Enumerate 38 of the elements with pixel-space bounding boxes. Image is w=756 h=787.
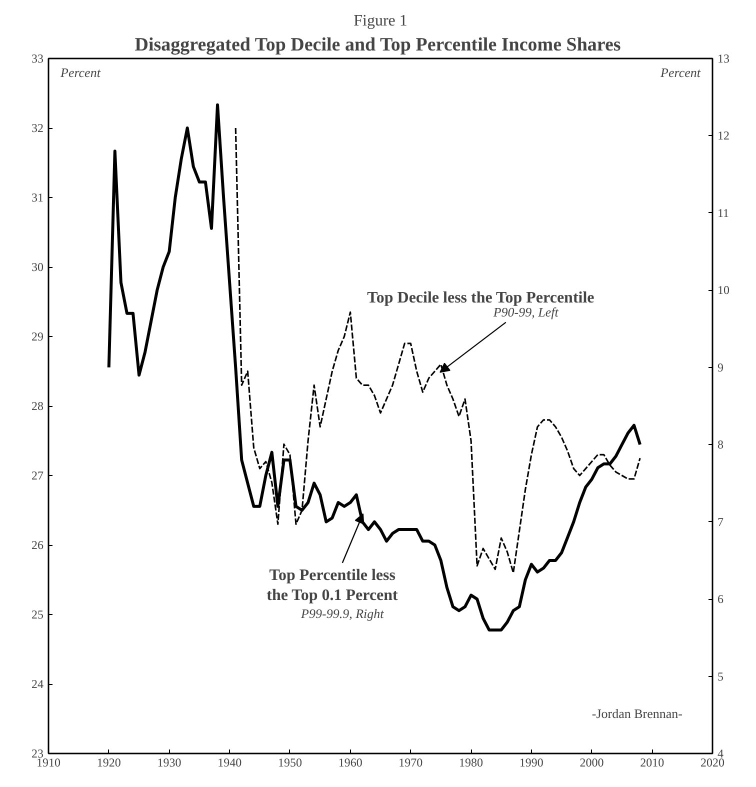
y2-tick-label: 11	[718, 206, 730, 220]
x-tick-label: 1970	[398, 756, 423, 770]
y-axis-title: Percent	[60, 65, 101, 80]
y-tick-label: 31	[32, 190, 44, 204]
y2-tick-label: 7	[718, 514, 724, 529]
y2-tick-label: 10	[718, 283, 730, 298]
x-tick-label: 1950	[278, 756, 302, 770]
y2-axis-title: Percent	[660, 65, 701, 80]
x-tick-label: 1930	[157, 756, 182, 770]
x-tick-label: 1960	[338, 756, 362, 770]
series-label: Top Percentile less the Top 0.1 Percent	[266, 566, 399, 604]
y-tick-label: 27	[32, 468, 44, 482]
x-tick-label: 2010	[640, 756, 664, 770]
y2-tick-label: 12	[718, 128, 730, 143]
chart-title: Figure 1	[354, 12, 408, 30]
y-tick-label: 29	[32, 330, 44, 344]
y-tick-label: 28	[32, 399, 44, 413]
y-tick-label: 24	[32, 677, 44, 691]
x-tick-label: 1980	[459, 756, 484, 770]
y2-tick-label: 8	[718, 438, 724, 452]
x-tick-label: 1920	[96, 756, 121, 770]
y-tick-label: 25	[32, 608, 44, 622]
y-tick-label: 30	[32, 260, 44, 274]
x-tick-label: 1990	[519, 756, 544, 770]
line-series	[107, 103, 642, 632]
y2-tick-label: 9	[718, 360, 724, 374]
annotation: P99-99.9, Right	[300, 606, 384, 621]
y2-tick-label: 13	[718, 52, 730, 66]
x-tick-label: 2000	[580, 756, 604, 770]
chart-subtitle: Disaggregated Top Decile and Top Percentile Income Shares	[134, 34, 621, 56]
annotation: -Jordan Brennan-	[592, 706, 683, 721]
y-tick-label: 26	[32, 538, 44, 552]
y-tick-label: 32	[32, 121, 44, 135]
y2-tick-label: 6	[718, 592, 724, 606]
x-tick-label: 1940	[218, 756, 242, 770]
y2-tick-label: 5	[718, 669, 724, 684]
series-label: Top Decile less the Top Percentile	[367, 289, 594, 306]
y-tick-label: 33	[32, 52, 44, 66]
